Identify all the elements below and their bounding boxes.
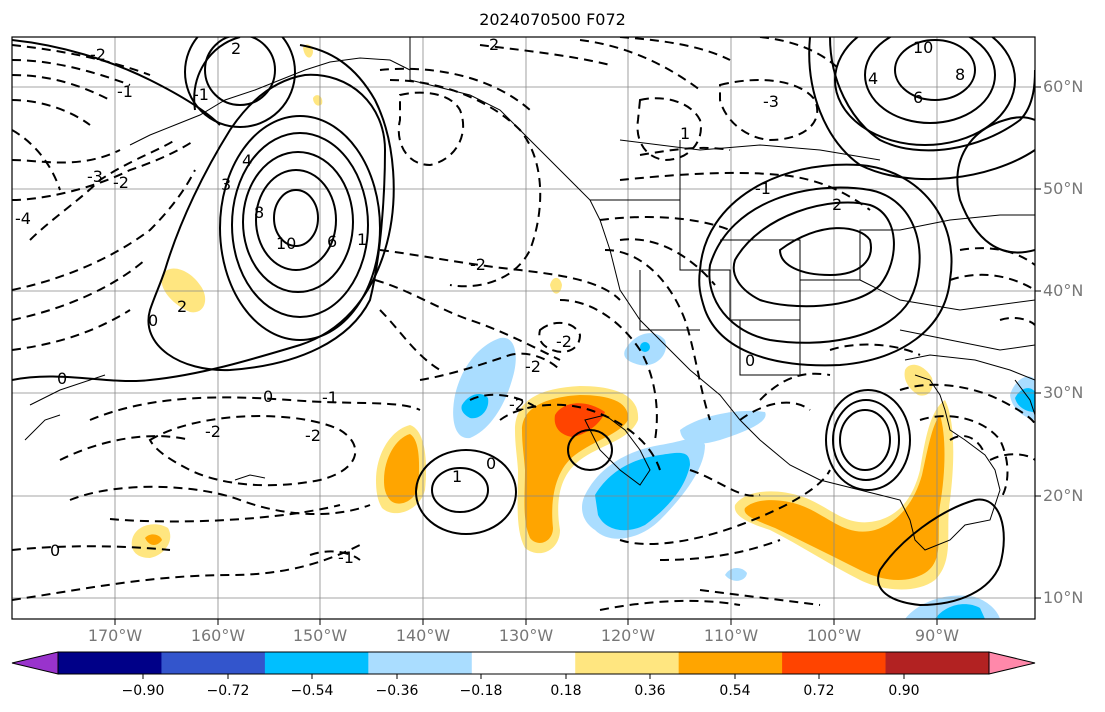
contour-label: 8 [955,65,965,84]
contour-label: 2 [832,195,842,214]
map-frame [11,36,1036,620]
contour-label: 0 [745,351,755,370]
shade-yellow-ca [550,277,562,294]
contour-label: 0 [57,369,67,388]
contour-label: 0 [263,387,273,406]
colorbar-label: 0.18 [550,683,582,699]
colorbar-label: −0.90 [121,683,165,699]
lat-label-40n: 40°N [1043,281,1084,300]
lat-label-10n: 10°N [1043,588,1084,607]
lat-label-50n: 50°N [1043,179,1084,198]
contour-label: 10 [276,234,296,253]
shade-orange-west-core [384,434,420,504]
contour-label: -1 [755,179,771,198]
contour-label: 3 [221,175,231,194]
shade-blue-west-core [461,394,489,419]
colorbar-label: 0.36 [634,683,666,699]
colorbar-label: −0.54 [290,683,334,699]
contour-label: 2 [231,39,241,58]
graticule [12,37,1035,619]
contour-label: -1 [322,388,338,407]
lon-label-130w: 130°W [498,626,554,645]
contour-label: -3 [87,167,103,186]
lon-label-160w: 160°W [190,626,246,645]
contour-label: 0 [148,311,158,330]
contour-label: -3 [763,92,779,111]
lon-label-170w: 170°W [87,626,143,645]
lat-label-30n: 30°N [1043,383,1084,402]
solid-contours [12,37,1035,607]
contour-label: 8 [254,203,264,222]
colorbar-label: −0.18 [459,683,503,699]
shade-blue-socal-core [640,342,650,352]
contour-labels: 0 2 -2 4 -4 6 8 10 -3 3 -1 1 -1 -2 -2 -2… [15,35,965,567]
contour-label: -2 [509,395,525,414]
contour-label: 2 [489,35,499,54]
colorbar-label: 0.90 [888,683,920,699]
colorbar-label: 0.72 [803,683,835,699]
contour-label: -2 [556,332,572,351]
colorbar-label: −0.72 [206,683,250,699]
contour-label: 6 [913,88,923,107]
lon-label-110w: 110°W [703,626,759,645]
contour-label: -2 [305,426,321,445]
chart-title: 2024070500 F072 [479,10,626,29]
shade-yellow-pacific [161,268,206,313]
shade-blue-florida-core [1015,388,1035,412]
contour-label: 1 [452,467,462,486]
contour-label: 4 [868,69,878,88]
shade-blue-south-core [935,604,985,619]
lon-label-120w: 120°W [600,626,656,645]
lon-label-140w: 140°W [395,626,451,645]
shade-orange-mexico-core [744,415,945,581]
colorbar-label: 0.54 [719,683,751,699]
contour-label: -2 [113,173,129,192]
colorbar-label: −0.36 [375,683,419,699]
lon-label-150w: 150°W [292,626,348,645]
contour-label: 1 [680,124,690,143]
lon-label-100w: 100°W [806,626,862,645]
shade-yellow-gulf [904,364,933,396]
contour-label: -1 [338,548,354,567]
lat-label-60n: 60°N [1043,77,1084,96]
shade-blue-baja [680,410,766,444]
shade-blue-central-core [595,452,690,531]
contour-label: -2 [205,422,221,441]
contour-label: -2 [470,255,486,274]
contour-label: -4 [15,209,31,228]
axis-ticks [114,86,1041,625]
contour-label: -2 [90,45,106,64]
contour-label: 10 [913,38,933,57]
contour-label: 1 [357,230,367,249]
contour-label: -1 [193,85,209,104]
contour-label: 6 [327,232,337,251]
shade-orange-small-core [145,534,162,545]
shade-blue-small [725,567,747,581]
contour-label: -1 [117,82,133,101]
contour-label: -2 [525,357,541,376]
lat-label-20n: 20°N [1043,486,1084,505]
contour-label: 2 [177,297,187,316]
contour-label: 0 [50,541,60,560]
contour-label: 0 [486,454,496,473]
contour-label: 4 [242,151,252,170]
lon-label-90w: 90°W [914,626,960,645]
dashed-contours [12,37,1035,611]
